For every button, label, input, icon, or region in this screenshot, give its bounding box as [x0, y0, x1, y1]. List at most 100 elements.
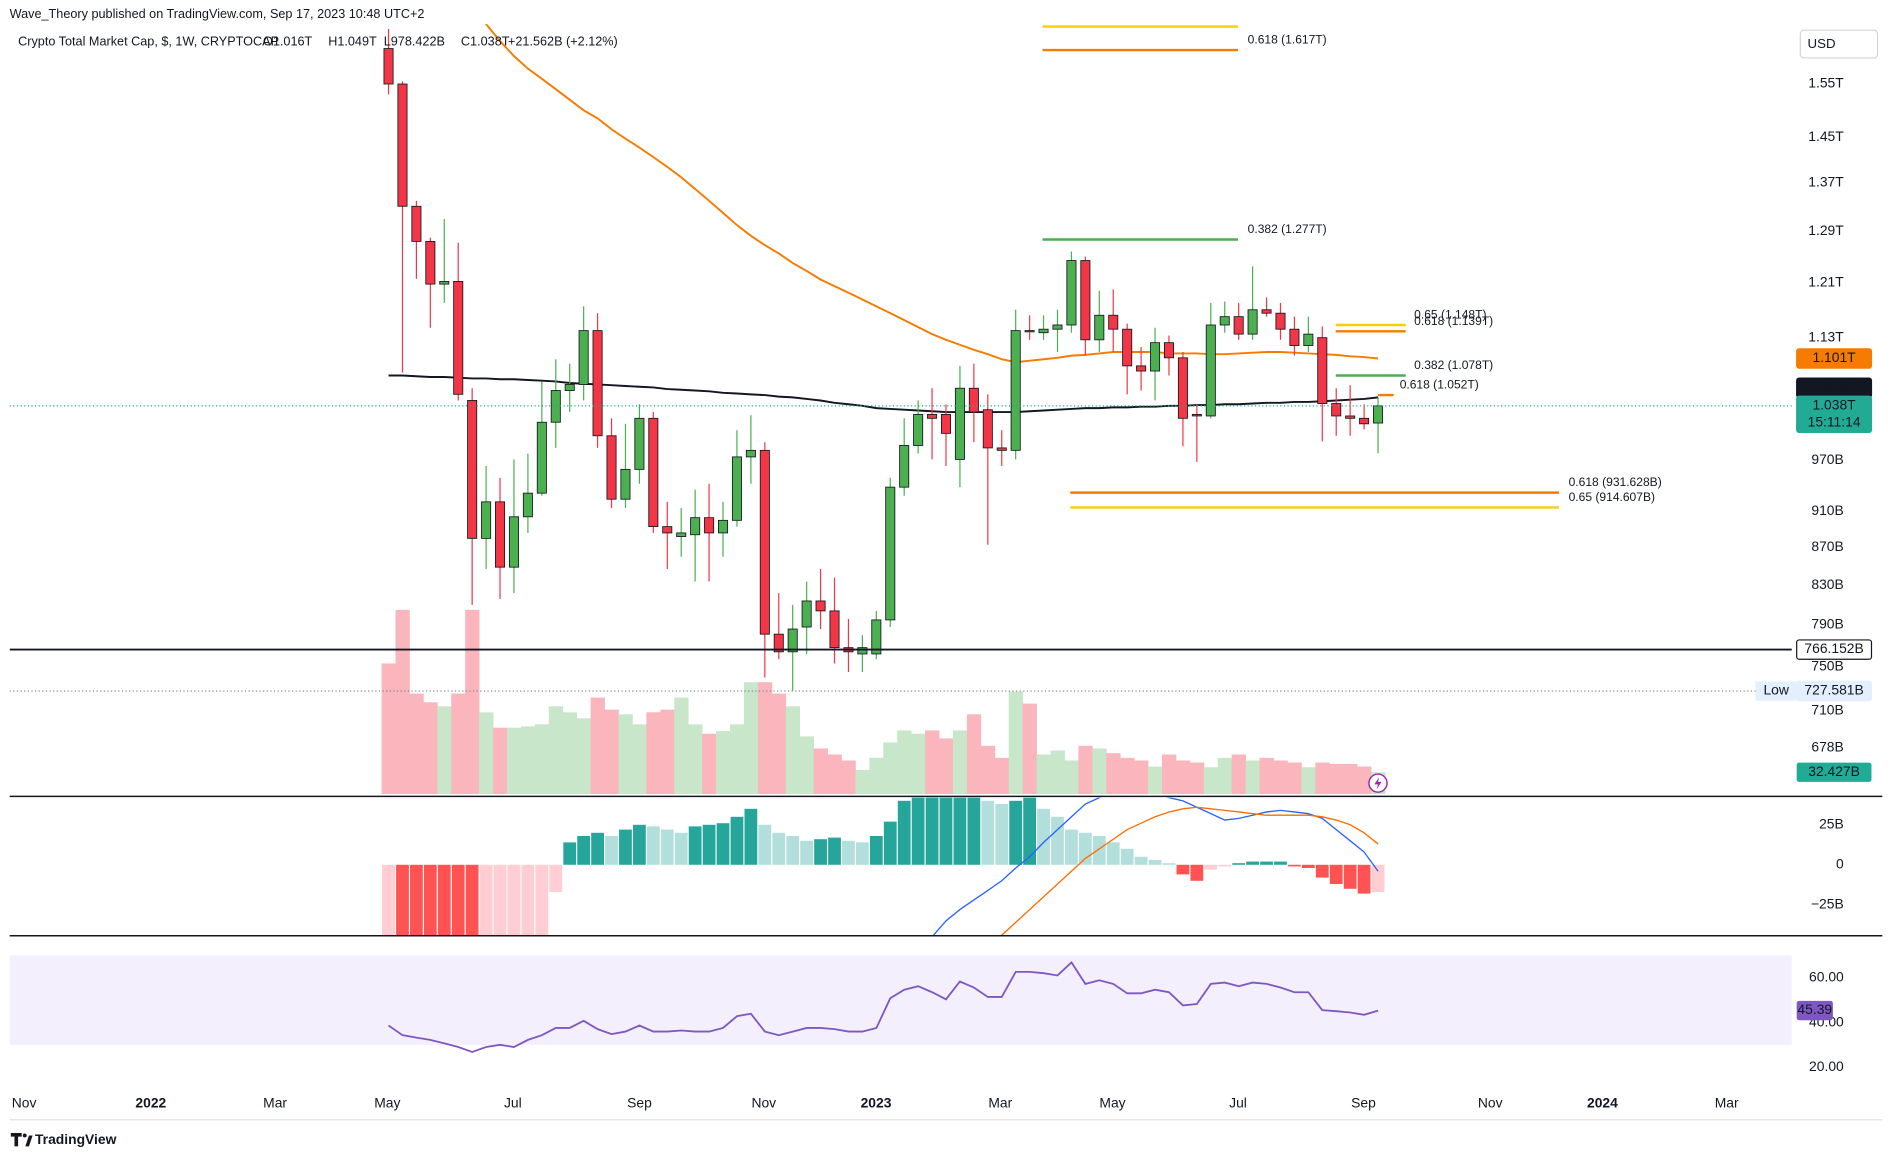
x-tick-label: Jul — [504, 1095, 522, 1111]
macd-histogram-bar — [1274, 861, 1287, 865]
volume-bar — [952, 730, 968, 794]
price-badge-label: 766.152B — [1804, 640, 1863, 656]
volume-bar — [994, 757, 1010, 794]
price-badge-label: 1.038T — [1813, 396, 1857, 412]
candle-body — [1191, 413, 1202, 417]
macd-histogram-bar — [507, 864, 521, 936]
logo-mark — [22, 1133, 27, 1138]
macd-histogram-bar — [563, 842, 577, 865]
candle-body — [1317, 337, 1328, 404]
macd-histogram-bar — [995, 804, 1009, 865]
rsi-band — [9, 955, 1792, 1046]
macd-histogram-bar — [939, 797, 953, 865]
candle-body — [1163, 342, 1174, 359]
macd-histogram-bar — [1232, 863, 1246, 865]
macd-histogram-bar — [1218, 864, 1232, 867]
macd-histogram-bar — [800, 840, 814, 865]
candle-body — [1331, 403, 1342, 417]
candle-body — [731, 456, 742, 521]
volume-bar — [381, 663, 396, 794]
macd-histogram-bar — [758, 824, 772, 865]
volume-bar — [813, 748, 828, 794]
candle-body — [815, 600, 826, 612]
legend-value: +21.562B (+2.12%) — [508, 35, 618, 49]
candle-body — [1150, 342, 1161, 372]
macd-histogram-bar — [423, 864, 437, 936]
candle-body — [745, 449, 756, 458]
macd-histogram-bar — [1246, 861, 1260, 865]
macd-histogram-bar — [396, 864, 409, 936]
macd-histogram-bar — [1106, 842, 1120, 865]
volume-bar — [1120, 757, 1135, 794]
fib-label: 0.618 (1.139T) — [1414, 314, 1493, 328]
price-badge-name-bg — [1755, 681, 1797, 701]
currency-box[interactable] — [1799, 29, 1879, 59]
volume-bar — [1036, 754, 1051, 794]
candle-body — [1303, 333, 1314, 346]
macd-histogram-bar — [577, 835, 591, 865]
macd-histogram-bar — [855, 842, 869, 865]
candle-body — [954, 387, 965, 460]
y-tick-label: 1.13T — [1808, 328, 1844, 344]
volume-bar — [479, 712, 494, 794]
volume-bar — [799, 736, 814, 794]
macd-histogram-bar — [967, 797, 981, 865]
volume-bar — [855, 769, 870, 794]
publisher: Wave_Theory published on TradingView.com… — [10, 7, 425, 21]
macd-histogram-bar — [535, 864, 549, 936]
macd-histogram-bar — [591, 832, 604, 865]
volume-bar — [827, 754, 842, 794]
macd-histogram-bar — [1176, 864, 1190, 875]
volume-bar — [1064, 760, 1079, 794]
macd-histogram-bar — [1204, 864, 1218, 870]
candle-body — [940, 413, 952, 434]
volume-bar — [1217, 757, 1233, 794]
volume-bar — [562, 712, 578, 794]
price-badge — [1796, 639, 1873, 660]
candle-body — [968, 387, 979, 413]
volume-bar — [632, 724, 647, 794]
volume-bar — [1245, 760, 1260, 794]
macd-histogram-bar — [660, 829, 674, 865]
macd-histogram-bar — [1343, 864, 1357, 889]
countdown: 15:11:14 — [1808, 413, 1861, 429]
x-tick-label: Mar — [263, 1095, 287, 1111]
x-tick-label: Jul — [1229, 1095, 1247, 1111]
candle-body — [634, 417, 645, 470]
volume-bar — [395, 609, 410, 794]
volume-bar — [897, 730, 912, 794]
y-tick-label: 710B — [1811, 701, 1843, 717]
macd-histogram-bar — [479, 864, 493, 936]
candle-body — [648, 417, 659, 528]
candle-body — [773, 633, 784, 653]
volume-bar — [1329, 763, 1344, 794]
price-badge — [1796, 395, 1873, 433]
candle-body — [1136, 365, 1147, 372]
macd-histogram-bar — [744, 808, 758, 865]
macd-histogram-bar — [451, 864, 465, 936]
macd-histogram-bar — [911, 797, 925, 865]
candle-body — [885, 486, 896, 621]
macd-histogram-bar — [382, 864, 395, 936]
volume-bar — [1134, 760, 1149, 794]
y-tick-label: 970B — [1811, 451, 1843, 467]
series-title: Crypto Total Market Cap, $, 1W, CRYPTOCA… — [18, 35, 279, 49]
candle-body — [1205, 324, 1216, 417]
volume-bar — [1092, 748, 1107, 794]
candle-body — [913, 413, 924, 446]
volume-bar — [771, 693, 787, 794]
volume-badge — [1796, 762, 1872, 782]
volume-bar — [520, 726, 536, 794]
volume-bar — [911, 733, 926, 794]
logo-mark — [10, 1133, 22, 1147]
candle-body — [690, 517, 701, 536]
x-tick-label: Nov — [751, 1095, 776, 1111]
volume-bar — [451, 693, 466, 794]
volume-bar — [1008, 691, 1024, 794]
candle-body — [927, 413, 938, 419]
x-tick-label: Nov — [12, 1095, 37, 1111]
volume-bar — [883, 742, 898, 794]
volume-bar — [1148, 766, 1163, 794]
volume-bar — [1357, 766, 1372, 794]
